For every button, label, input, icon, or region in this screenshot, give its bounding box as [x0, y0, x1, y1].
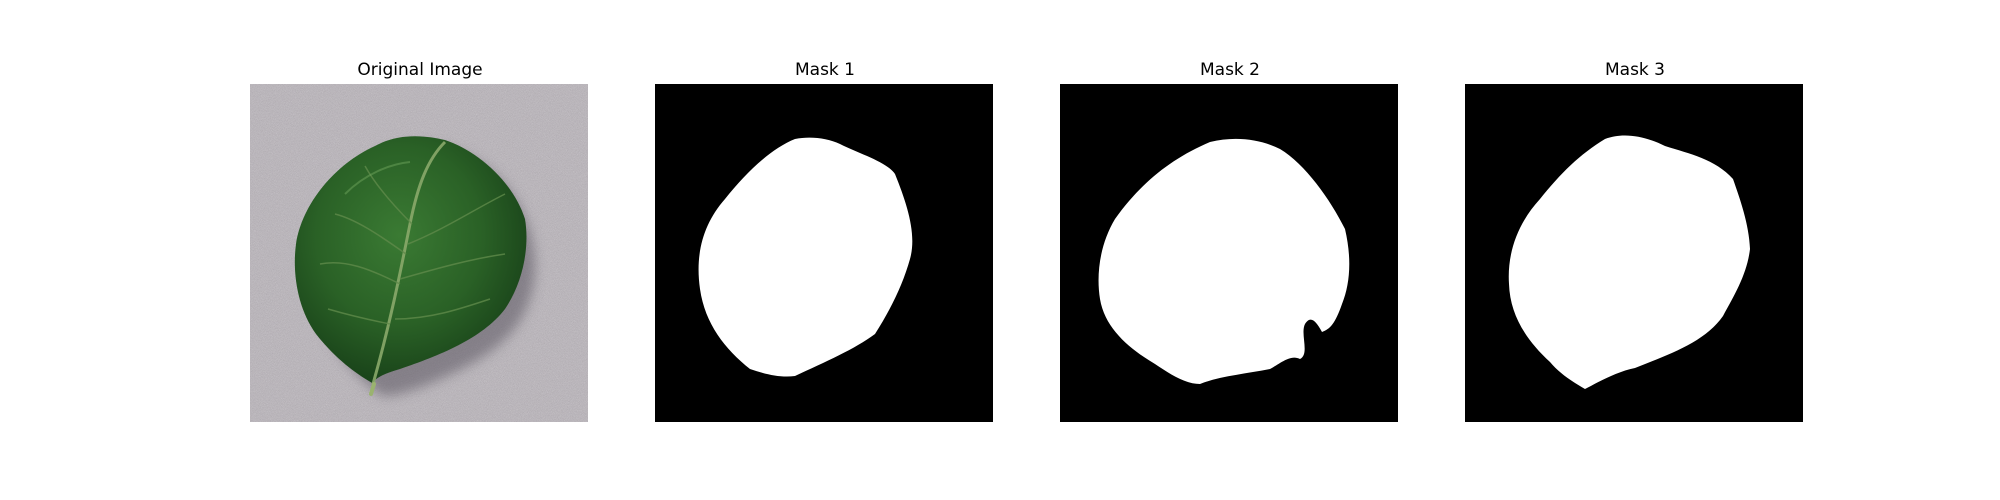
mask-1-image — [655, 84, 993, 422]
panel-title: Mask 1 — [794, 60, 855, 80]
mask-blob — [1320, 265, 1342, 316]
mask-3-image — [1465, 84, 1803, 422]
original-leaf-photo — [250, 84, 588, 422]
panel-mask-3: Mask 3 — [1465, 58, 1805, 422]
leaf-petiole — [369, 382, 376, 396]
mask-2-image — [1060, 84, 1398, 422]
leaf-highlight — [344, 161, 411, 195]
panel-title: Mask 3 — [1604, 60, 1665, 80]
mask-region — [698, 137, 913, 377]
panel-title: Original Image — [357, 60, 483, 80]
panel-mask-2: Mask 2 — [1060, 58, 1400, 422]
leaf-blade — [294, 136, 527, 384]
panel-original-image: Original Image — [250, 58, 590, 422]
leaf-midrib — [371, 140, 447, 385]
mask-region — [1508, 135, 1750, 389]
panel-title: Mask 2 — [1199, 60, 1260, 80]
leaf-veins — [319, 165, 506, 325]
panel-mask-1: Mask 1 — [655, 58, 995, 422]
mask-region — [1098, 138, 1350, 384]
